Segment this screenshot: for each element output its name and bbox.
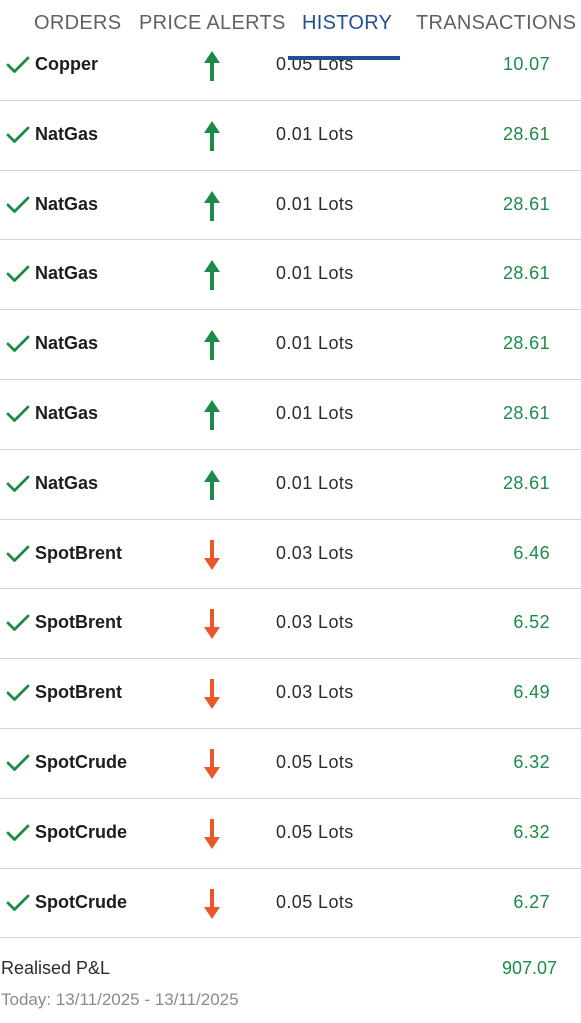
checkmark-icon <box>6 754 30 771</box>
realised-pl-label: Realised P&L <box>1 958 111 978</box>
profit-value: 6.52 <box>513 612 550 633</box>
history-row[interactable]: NatGas 0.01 Lots 28.61 <box>0 450 581 520</box>
lot-size: 0.01 Lots <box>276 263 354 284</box>
lot-size: 0.01 Lots <box>276 123 354 144</box>
arrow-up-icon <box>204 190 220 221</box>
checkmark-icon <box>6 126 30 143</box>
profit-value: 6.46 <box>513 542 550 563</box>
arrow-up-icon <box>204 260 220 291</box>
arrow-up-icon <box>204 399 220 430</box>
checkmark-icon <box>6 405 30 422</box>
symbol-name: SpotBrent <box>35 542 122 563</box>
tab-price-alerts[interactable]: PRICE ALERTS <box>139 12 286 34</box>
tab-orders[interactable]: ORDERS <box>34 12 122 34</box>
history-row[interactable]: NatGas 0.01 Lots 28.61 <box>0 240 581 311</box>
profit-value: 28.61 <box>502 333 550 354</box>
lot-size: 0.01 Lots <box>276 472 354 493</box>
symbol-name: NatGas <box>35 402 99 423</box>
history-row[interactable]: SpotBrent 0.03 Lots 6.46 <box>0 520 581 590</box>
arrow-down-icon <box>204 748 220 779</box>
checkmark-icon <box>6 545 30 562</box>
symbol-name: SpotBrent <box>35 682 122 703</box>
history-row[interactable]: SpotCrude 0.05 Lots 6.32 <box>0 729 581 799</box>
symbol-name: SpotCrude <box>35 821 127 842</box>
history-row[interactable]: SpotCrude 0.05 Lots 6.32 <box>0 799 581 869</box>
checkmark-icon <box>6 335 30 353</box>
lot-size: 0.03 Lots <box>276 682 354 703</box>
checkmark-icon <box>6 196 30 213</box>
symbol-name: SpotCrude <box>35 891 127 912</box>
profit-value: 28.61 <box>502 193 550 214</box>
arrow-down-icon <box>204 818 220 849</box>
profit-value: 28.61 <box>502 263 550 284</box>
arrow-up-icon <box>204 330 220 361</box>
symbol-name: NatGas <box>35 193 99 214</box>
profit-value: 28.61 <box>502 402 550 423</box>
symbol-name: NatGas <box>35 263 99 284</box>
profit-value: 28.61 <box>502 123 550 144</box>
arrow-down-icon <box>204 679 220 710</box>
lot-size: 0.03 Lots <box>276 612 354 633</box>
arrow-up-icon <box>204 469 220 500</box>
symbol-name: NatGas <box>35 333 99 354</box>
lot-size: 0.03 Lots <box>276 542 354 563</box>
tab-history[interactable]: HISTORY <box>302 12 393 34</box>
tab-bar: ORDERS PRICE ALERTS HISTORY TRANSACTIONS <box>0 0 581 50</box>
checkmark-icon <box>6 265 30 283</box>
active-tab-indicator <box>288 56 400 60</box>
history-list: Copper 0.05 Lots 10.07 NatGas 0.01 Lots 28.61… <box>0 31 581 939</box>
profit-value: 6.49 <box>513 682 550 703</box>
realised-pl-value: 907.07 <box>501 958 557 978</box>
symbol-name: SpotCrude <box>35 751 127 772</box>
checkmark-icon <box>6 824 30 841</box>
lot-size: 0.05 Lots <box>276 821 354 842</box>
lot-size: 0.05 Lots <box>276 891 354 912</box>
symbol-name: SpotBrent <box>35 612 122 633</box>
history-row[interactable]: SpotBrent 0.03 Lots 6.49 <box>0 659 581 729</box>
checkmark-icon <box>6 684 30 702</box>
history-row[interactable]: NatGas 0.01 Lots 28.61 <box>0 310 581 380</box>
symbol-name: Copper <box>35 54 98 74</box>
tab-transactions[interactable]: TRANSACTIONS <box>416 12 577 34</box>
lot-size: 0.05 Lots <box>276 751 354 772</box>
lot-size: 0.01 Lots <box>276 193 354 214</box>
profit-value: 6.27 <box>513 891 550 912</box>
profit-value: 6.32 <box>513 821 550 842</box>
date-range: Today: 13/11/2025 - 13/11/2025 <box>1 990 239 1009</box>
arrow-down-icon <box>204 539 220 570</box>
profit-value: 28.61 <box>502 472 550 493</box>
profit-value: 10.07 <box>502 54 550 74</box>
history-row[interactable]: NatGas 0.01 Lots 28.61 <box>0 101 581 171</box>
checkmark-icon <box>6 894 30 911</box>
symbol-name: NatGas <box>35 472 99 493</box>
arrow-down-icon <box>204 609 220 640</box>
checkmark-icon <box>6 56 30 73</box>
history-row[interactable]: SpotCrude 0.05 Lots 6.27 <box>0 869 581 939</box>
history-row[interactable]: NatGas 0.01 Lots 28.61 <box>0 171 581 241</box>
lot-size: 0.01 Lots <box>276 333 354 354</box>
profit-value: 6.32 <box>513 751 550 772</box>
symbol-name: NatGas <box>35 123 99 144</box>
checkmark-icon <box>6 475 30 492</box>
history-row[interactable]: NatGas 0.01 Lots 28.61 <box>0 380 581 450</box>
checkmark-icon <box>6 614 30 632</box>
history-row[interactable]: SpotBrent 0.03 Lots 6.52 <box>0 589 581 660</box>
arrow-up-icon <box>204 51 220 81</box>
arrow-down-icon <box>204 888 220 919</box>
arrow-up-icon <box>204 120 220 151</box>
lot-size: 0.01 Lots <box>276 402 354 423</box>
